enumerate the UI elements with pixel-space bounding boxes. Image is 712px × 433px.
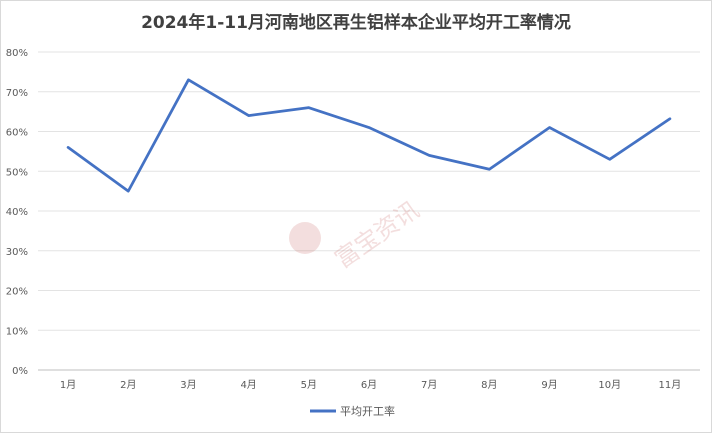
- y-tick-label: 70%: [6, 88, 28, 99]
- x-tick-label: 5月: [301, 379, 317, 391]
- y-axis-ticks: 0% 10% 20% 30% 40% 50% 60% 70% 80%: [6, 48, 28, 377]
- x-tick-label: 6月: [361, 379, 377, 391]
- x-tick-label: 11月: [659, 379, 682, 391]
- y-tick-label: 60%: [6, 128, 28, 139]
- chart-title: 2024年1-11月河南地区再生铝样本企业平均开工率情况: [141, 13, 571, 33]
- legend: 平均开工率: [310, 404, 395, 418]
- y-tick-label: 20%: [6, 287, 28, 298]
- legend-label: 平均开工率: [340, 404, 395, 418]
- y-tick-label: 10%: [6, 326, 28, 337]
- y-tick-label: 30%: [6, 247, 28, 258]
- y-tick-label: 40%: [6, 207, 28, 218]
- x-tick-label: 10月: [598, 379, 621, 391]
- y-tick-label: 80%: [6, 48, 28, 59]
- x-tick-label: 3月: [180, 379, 196, 391]
- x-tick-label: 2月: [120, 379, 136, 391]
- x-tick-label: 9月: [541, 379, 557, 391]
- y-tick-label: 0%: [12, 366, 28, 377]
- series-line: [66, 78, 672, 193]
- x-tick-label: 4月: [240, 379, 256, 391]
- x-tick-label: 8月: [481, 379, 497, 391]
- gridlines: [38, 51, 700, 371]
- x-tick-label: 7月: [421, 379, 437, 391]
- x-tick-label: 1月: [60, 379, 76, 391]
- x-axis-ticks: 1月 2月 3月 4月 5月 6月 7月 8月 9月 10月 11月: [60, 379, 681, 391]
- series-layer: [66, 78, 672, 193]
- watermark-icon: [289, 222, 321, 254]
- watermark-logo: 富宝资讯: [289, 196, 424, 274]
- y-tick-label: 50%: [6, 167, 28, 178]
- watermark-text: 富宝资讯: [330, 196, 425, 274]
